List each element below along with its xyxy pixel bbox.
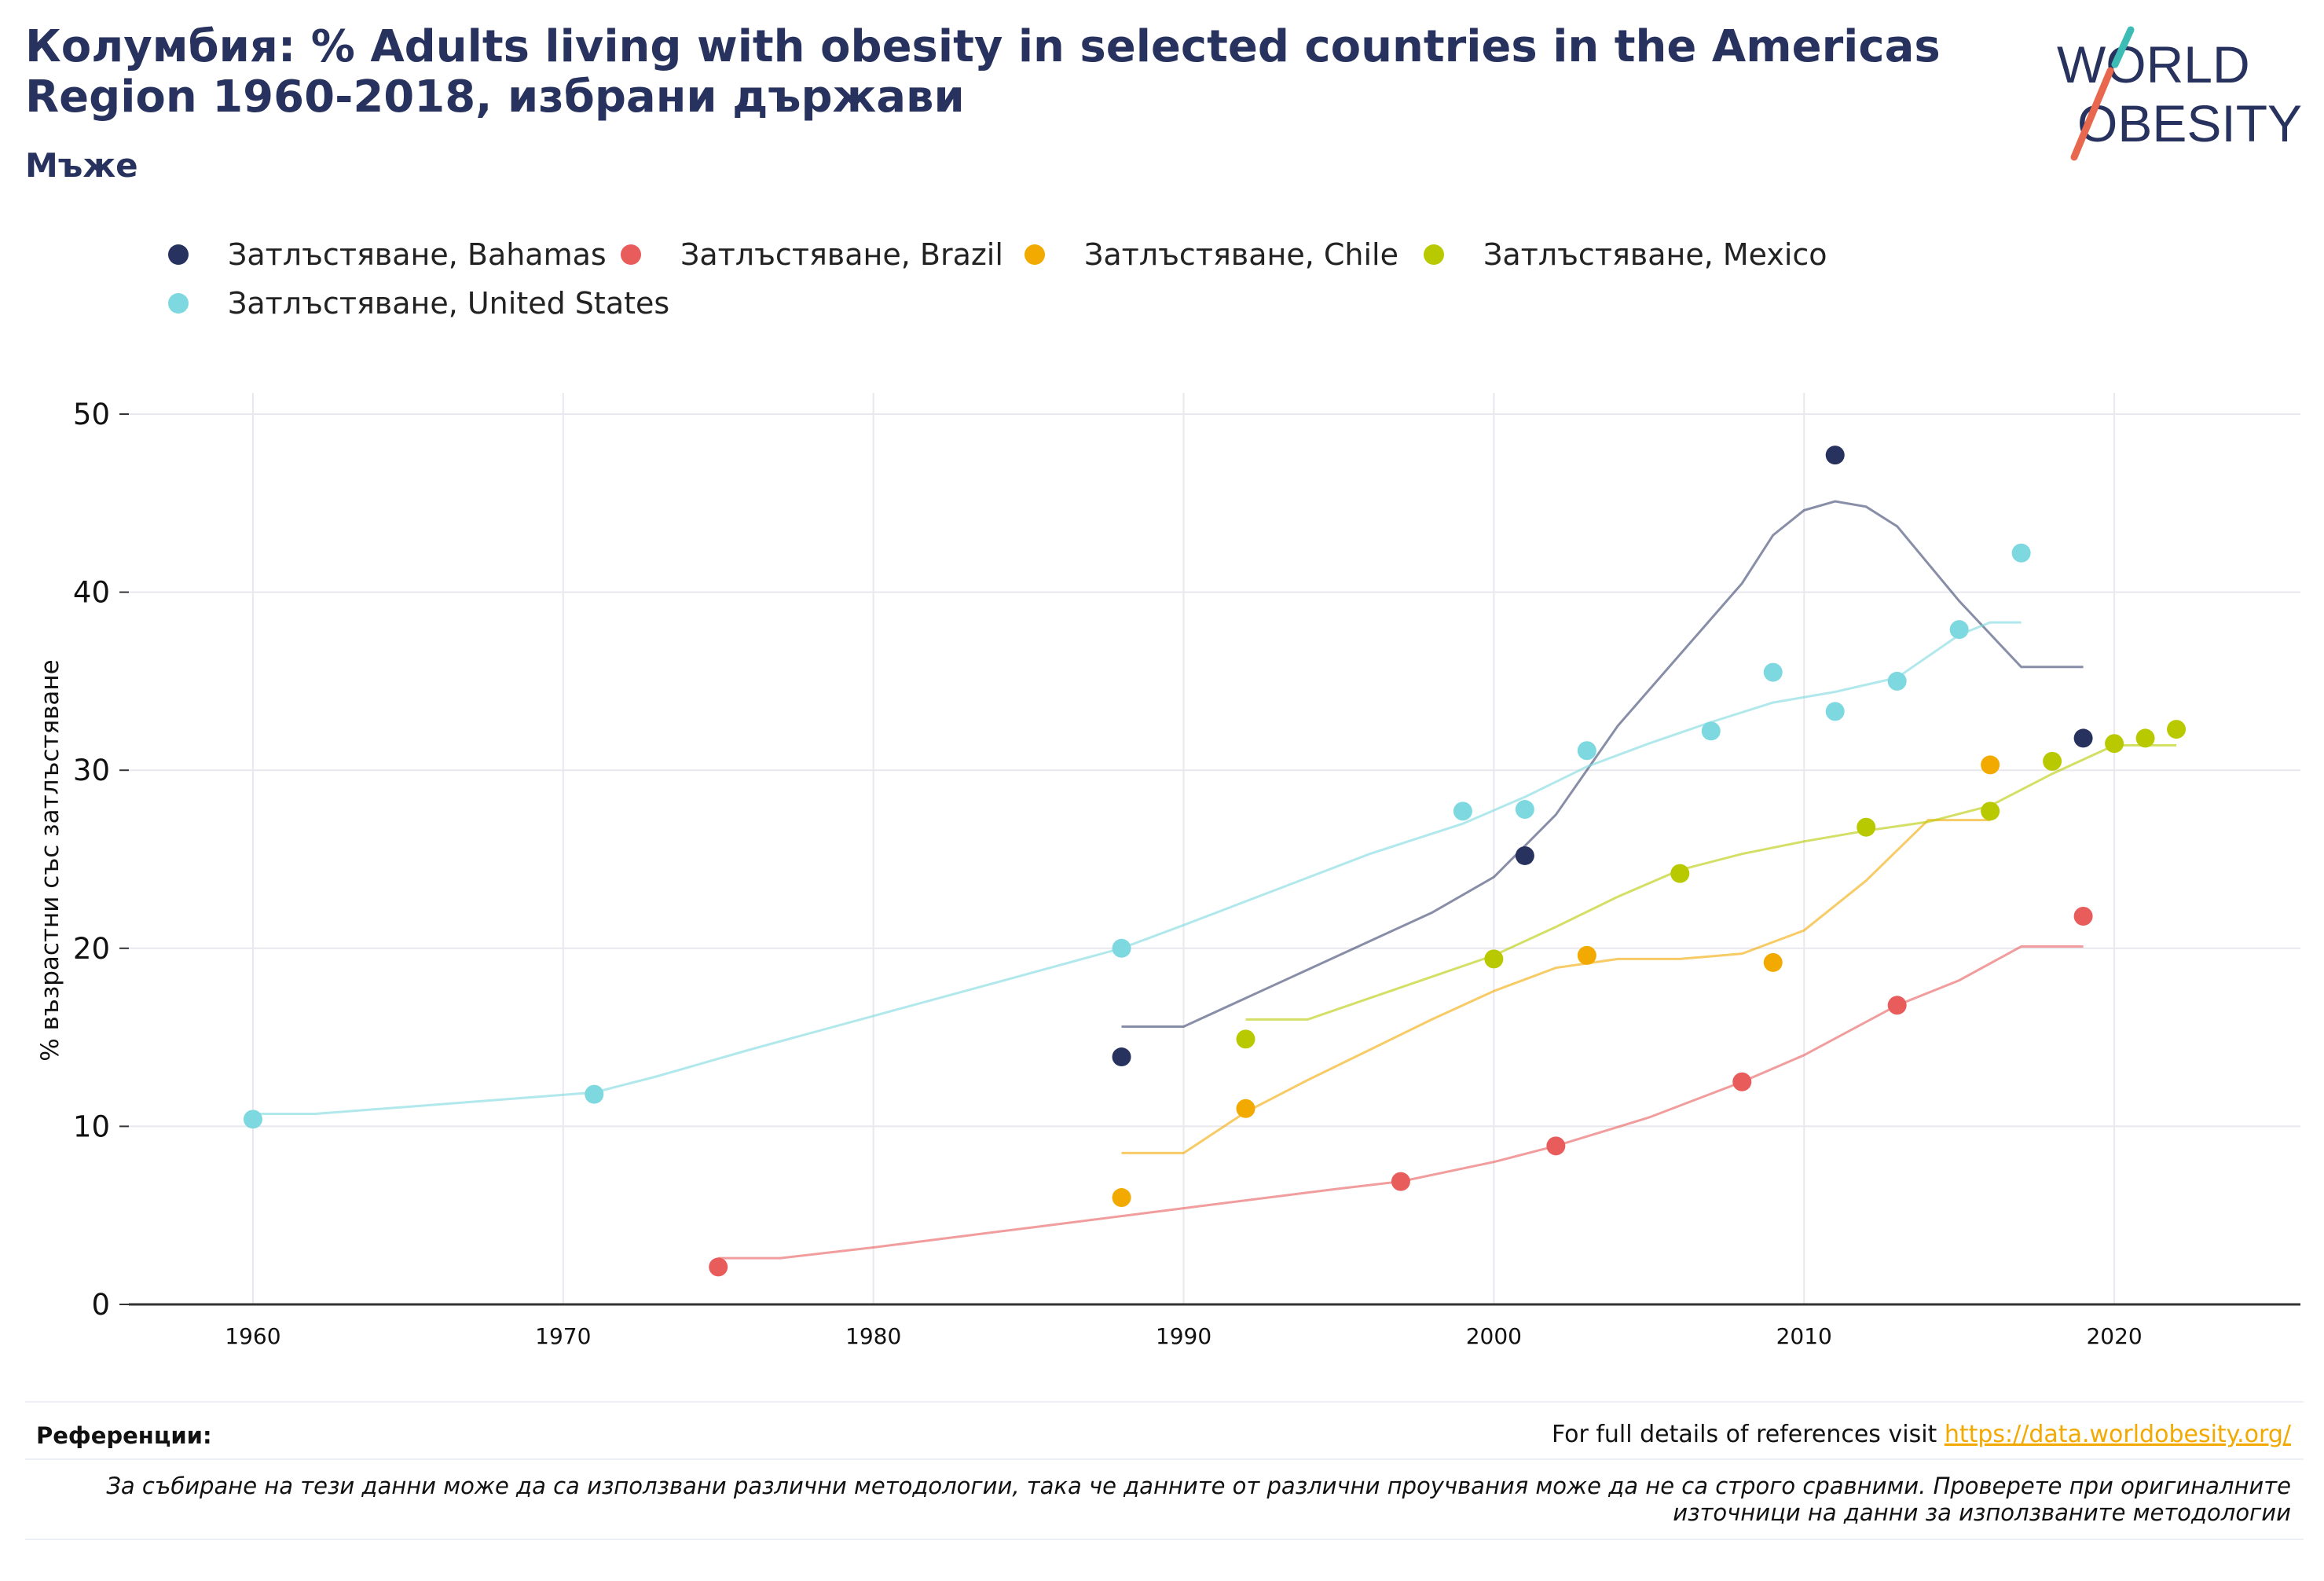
data-point-mexico <box>2167 720 2187 739</box>
y-tick-label: 20 <box>73 932 110 966</box>
x-tick-label: 2000 <box>1466 1323 1522 1349</box>
data-point-brazil <box>1732 1072 1752 1091</box>
grid <box>129 393 2300 1304</box>
legend-label-mexico: Затлъстяване, Mexico <box>1483 237 1827 272</box>
data-point-mexico <box>1484 949 1504 969</box>
legend-item-chile[interactable]: Затлъстяване, Chile <box>1025 237 1398 272</box>
data-points <box>243 446 2187 1277</box>
data-point-chile <box>1577 945 1596 965</box>
legend-label-chile: Затлъстяване, Chile <box>1084 237 1398 272</box>
data-point-mexico <box>1857 817 1876 837</box>
x-tick-label: 1990 <box>1156 1323 1211 1349</box>
data-point-united-states <box>1763 662 1783 682</box>
x-tick-label: 2010 <box>1776 1323 1832 1349</box>
references-prefix: For full details of references visit <box>1551 1421 1945 1448</box>
data-point-united-states <box>1577 741 1596 761</box>
data-point-brazil <box>1391 1172 1410 1191</box>
y-tick-label: 50 <box>73 398 110 431</box>
data-point-brazil <box>2073 907 2093 926</box>
references-bottom-divider <box>25 1539 2304 1540</box>
references-top-divider <box>25 1401 2304 1403</box>
data-point-mexico <box>1670 864 1690 883</box>
legend-marker-bahamas <box>168 244 189 265</box>
trend-lines <box>252 500 2177 1260</box>
data-point-mexico <box>1981 802 2000 821</box>
data-point-chile <box>1763 952 1783 972</box>
obesity-chart: 1960 1970 1980 1990 2000 2010 202001020304050 … <box>36 393 2300 1349</box>
trend-line-chile <box>1121 819 1991 1154</box>
data-point-united-states <box>1825 702 1845 721</box>
data-point-mexico <box>2043 751 2062 771</box>
legend-marker-chile <box>1025 244 1045 265</box>
data-point-united-states <box>1701 721 1721 741</box>
logo-line2: OBESITY <box>2077 94 2302 152</box>
references-link[interactable]: https://data.worldobesity.org/ <box>1944 1421 2291 1448</box>
world-obesity-logo: WORLD OBESITY <box>2043 24 2302 165</box>
x-tick-label: 1970 <box>535 1323 591 1349</box>
legend-marker-mexico <box>1424 244 1444 265</box>
data-point-mexico <box>2105 734 2124 754</box>
data-point-united-states <box>2011 543 2031 563</box>
references-label: Референции: <box>36 1422 212 1449</box>
y-tick-label: 30 <box>73 754 110 787</box>
data-point-brazil <box>709 1257 728 1277</box>
methodology-disclaimer: За събиране на тези данни може да са изп… <box>106 1473 2291 1526</box>
trend-line-bahamas <box>1121 500 2084 1028</box>
y-tick-label: 0 <box>91 1288 110 1322</box>
trend-line-united-states <box>252 621 2022 1115</box>
data-point-united-states <box>1949 620 1969 640</box>
logo-line1: WORLD <box>2057 35 2250 94</box>
data-point-bahamas <box>1825 446 1845 465</box>
data-point-brazil <box>1546 1136 1566 1156</box>
legend-item-bahamas[interactable]: Затлъстяване, Bahamas <box>168 237 607 272</box>
chart-subtitle: Мъже <box>25 146 138 185</box>
legend-marker-brazil <box>621 244 641 265</box>
y-axis-label: % възрастни със затлъстяване <box>36 659 64 1061</box>
data-point-united-states <box>1453 802 1472 821</box>
data-point-united-states <box>585 1084 604 1104</box>
x-tick-label: 2020 <box>2086 1323 2142 1349</box>
data-point-united-states <box>1112 938 1131 958</box>
chart-title: Колумбия: % Adults living with obesity i… <box>25 21 1941 123</box>
data-point-brazil <box>1887 996 1907 1015</box>
data-point-bahamas <box>2073 728 2093 748</box>
references-middle-divider <box>25 1458 2304 1460</box>
data-point-chile <box>1981 755 2000 775</box>
legend-label-united-states: Затлъстяване, United States <box>228 286 670 321</box>
data-point-chile <box>1112 1188 1131 1208</box>
data-point-bahamas <box>1112 1047 1131 1067</box>
trend-line-brazil <box>718 945 2084 1260</box>
data-point-chile <box>1236 1099 1255 1118</box>
y-tick-label: 10 <box>73 1110 110 1143</box>
data-point-bahamas <box>1515 846 1534 865</box>
references-text: For full details of references visit htt… <box>1552 1421 2291 1448</box>
legend-item-united-states[interactable]: Затлъстяване, United States <box>168 286 669 321</box>
data-point-mexico <box>2135 728 2155 748</box>
legend-item-brazil[interactable]: Затлъстяване, Brazil <box>621 237 1003 272</box>
data-point-united-states <box>1887 671 1907 691</box>
data-point-united-states <box>1515 800 1534 820</box>
legend-marker-united-states <box>168 293 189 314</box>
y-tick-label: 40 <box>73 576 110 610</box>
data-point-mexico <box>1236 1029 1255 1049</box>
legend-item-mexico[interactable]: Затлъстяване, Mexico <box>1424 237 1827 272</box>
trend-line-mexico <box>1245 744 2177 1021</box>
legend-label-brazil: Затлъстяване, Brazil <box>680 237 1003 272</box>
data-point-united-states <box>243 1110 262 1129</box>
x-tick-label: 1980 <box>845 1323 901 1349</box>
axes: 1960 1970 1980 1990 2000 2010 2020 0 10 20 30 40 50 <box>73 398 2300 1349</box>
legend-label-bahamas: Затлъстяване, Bahamas <box>228 237 607 272</box>
x-tick-label: 1960 <box>225 1323 280 1349</box>
